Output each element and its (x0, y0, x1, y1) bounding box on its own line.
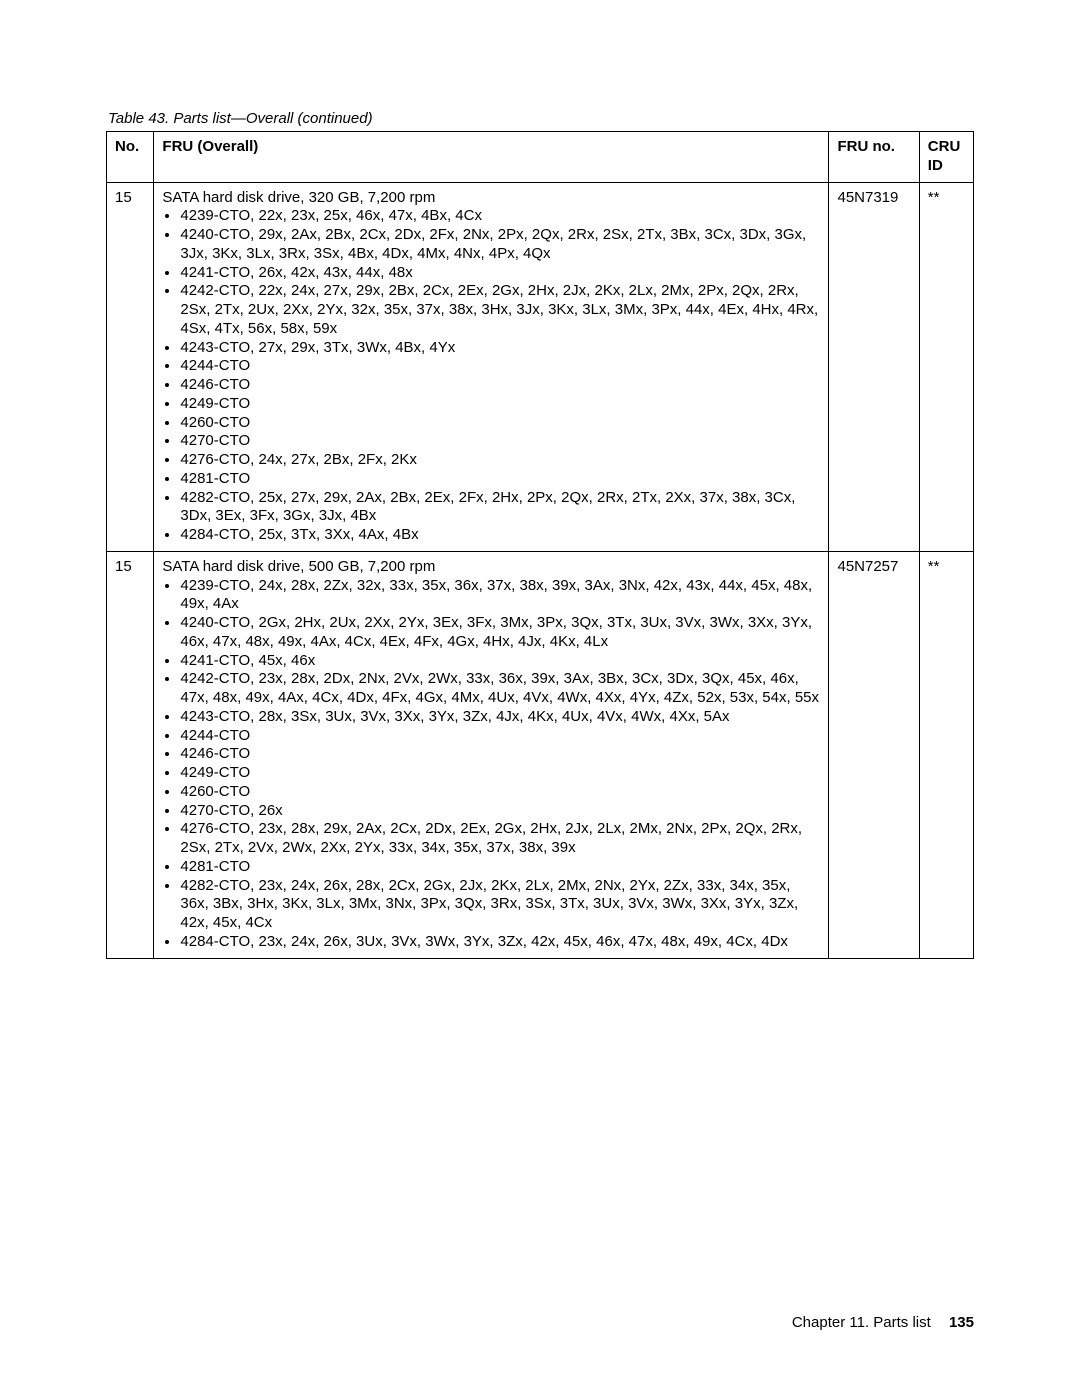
cell-cru: ** (919, 182, 973, 551)
list-item: 4241-CTO, 45x, 46x (180, 652, 820, 671)
list-item: 4260-CTO (180, 414, 820, 433)
col-header-cru: CRU ID (919, 132, 973, 183)
list-item: 4281-CTO (180, 470, 820, 489)
footer-page-number: 135 (949, 1314, 974, 1331)
list-item: 4241-CTO, 26x, 42x, 43x, 44x, 48x (180, 264, 820, 283)
fru-title: SATA hard disk drive, 320 GB, 7,200 rpm (162, 189, 820, 208)
list-item: 4270-CTO (180, 432, 820, 451)
table-row: 15 SATA hard disk drive, 500 GB, 7,200 r… (107, 551, 974, 958)
list-item: 4284-CTO, 25x, 3Tx, 3Xx, 4Ax, 4Bx (180, 526, 820, 545)
list-item: 4282-CTO, 25x, 27x, 29x, 2Ax, 2Bx, 2Ex, … (180, 489, 820, 527)
list-item: 4281-CTO (180, 858, 820, 877)
col-header-no: No. (107, 132, 154, 183)
list-item: 4243-CTO, 28x, 3Sx, 3Ux, 3Vx, 3Xx, 3Yx, … (180, 708, 820, 727)
list-item: 4243-CTO, 27x, 29x, 3Tx, 3Wx, 4Bx, 4Yx (180, 339, 820, 358)
col-header-fruno: FRU no. (829, 132, 919, 183)
list-item: 4276-CTO, 24x, 27x, 2Bx, 2Fx, 2Kx (180, 451, 820, 470)
cell-fruno: 45N7257 (829, 551, 919, 958)
col-header-fru: FRU (Overall) (154, 132, 829, 183)
list-item: 4240-CTO, 2Gx, 2Hx, 2Ux, 2Xx, 2Yx, 3Ex, … (180, 614, 820, 652)
footer-chapter: Chapter 11. Parts list (792, 1314, 931, 1331)
cell-no: 15 (107, 182, 154, 551)
list-item: 4249-CTO (180, 764, 820, 783)
table-header-row: No. FRU (Overall) FRU no. CRU ID (107, 132, 974, 183)
list-item: 4282-CTO, 23x, 24x, 26x, 28x, 2Cx, 2Gx, … (180, 877, 820, 933)
table-caption: Table 43. Parts list—Overall (continued) (108, 110, 974, 127)
list-item: 4244-CTO (180, 357, 820, 376)
parts-table: No. FRU (Overall) FRU no. CRU ID 15 SATA… (106, 131, 974, 959)
list-item: 4246-CTO (180, 376, 820, 395)
cell-cru: ** (919, 551, 973, 958)
fru-bullet-list: 4239-CTO, 24x, 28x, 2Zx, 32x, 33x, 35x, … (162, 577, 820, 952)
table-row: 15 SATA hard disk drive, 320 GB, 7,200 r… (107, 182, 974, 551)
list-item: 4270-CTO, 26x (180, 802, 820, 821)
page-footer: Chapter 11. Parts list 135 (792, 1314, 974, 1331)
fru-bullet-list: 4239-CTO, 22x, 23x, 25x, 46x, 47x, 4Bx, … (162, 207, 820, 545)
list-item: 4244-CTO (180, 727, 820, 746)
list-item: 4239-CTO, 22x, 23x, 25x, 46x, 47x, 4Bx, … (180, 207, 820, 226)
list-item: 4242-CTO, 22x, 24x, 27x, 29x, 2Bx, 2Cx, … (180, 282, 820, 338)
list-item: 4242-CTO, 23x, 28x, 2Dx, 2Nx, 2Vx, 2Wx, … (180, 670, 820, 708)
cell-fru: SATA hard disk drive, 500 GB, 7,200 rpm … (154, 551, 829, 958)
list-item: 4239-CTO, 24x, 28x, 2Zx, 32x, 33x, 35x, … (180, 577, 820, 615)
page: Table 43. Parts list—Overall (continued)… (0, 0, 1080, 1397)
list-item: 4249-CTO (180, 395, 820, 414)
cell-fru: SATA hard disk drive, 320 GB, 7,200 rpm … (154, 182, 829, 551)
cell-no: 15 (107, 551, 154, 958)
list-item: 4284-CTO, 23x, 24x, 26x, 3Ux, 3Vx, 3Wx, … (180, 933, 820, 952)
list-item: 4260-CTO (180, 783, 820, 802)
list-item: 4246-CTO (180, 745, 820, 764)
cell-fruno: 45N7319 (829, 182, 919, 551)
fru-title: SATA hard disk drive, 500 GB, 7,200 rpm (162, 558, 820, 577)
list-item: 4240-CTO, 29x, 2Ax, 2Bx, 2Cx, 2Dx, 2Fx, … (180, 226, 820, 264)
list-item: 4276-CTO, 23x, 28x, 29x, 2Ax, 2Cx, 2Dx, … (180, 820, 820, 858)
